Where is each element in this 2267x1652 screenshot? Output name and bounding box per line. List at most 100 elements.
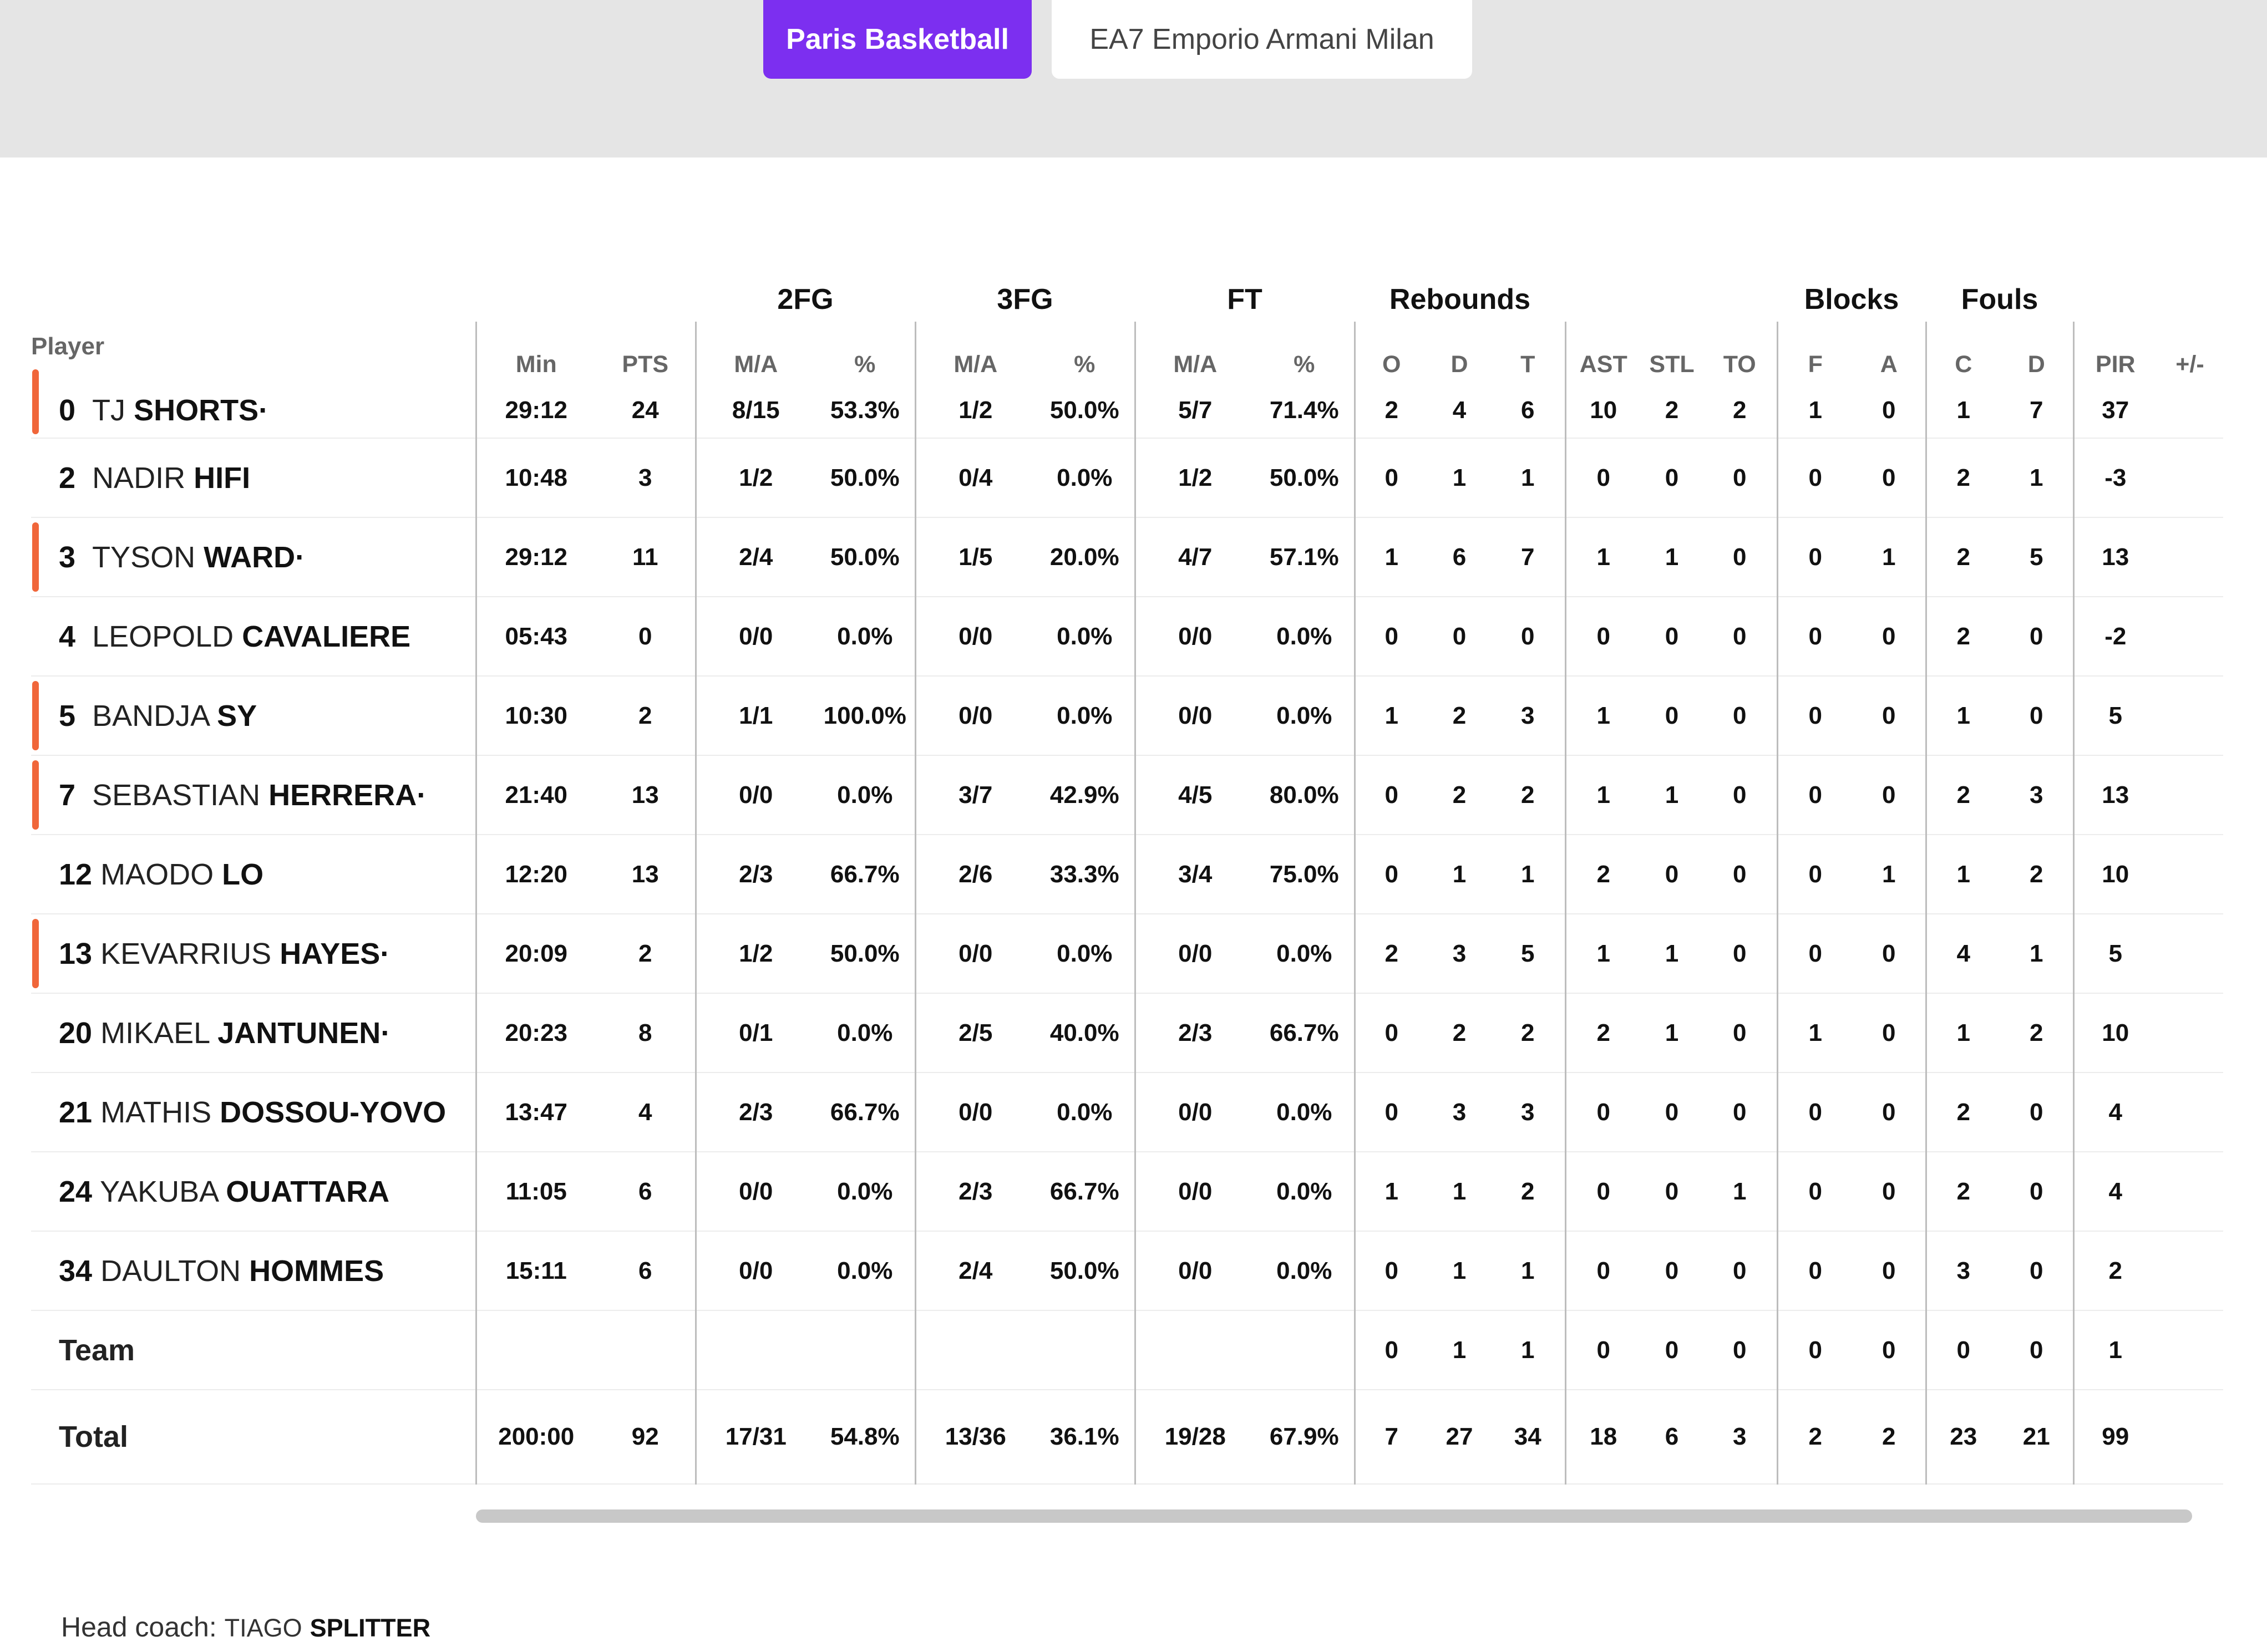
group-header-fouls: Fouls: [1961, 283, 2038, 316]
player-row: 20 MIKAEL JANTUNEN· 20:23 8 0/1 0.0% 2/5 40.0%…: [31, 993, 2223, 1073]
tab-paris-basketball[interactable]: Paris Basketball: [763, 0, 1032, 79]
cell-min: 10:30: [475, 676, 596, 756]
cell-plus-minus: [2157, 755, 2223, 835]
cell-3fg-ma: 2/4: [914, 1231, 1035, 1311]
cell-reb-o: 1: [1353, 1152, 1428, 1232]
cell-reb-o: 0: [1353, 597, 1428, 677]
cell-2fg-pct: 100.0%: [815, 676, 915, 756]
player-last-name: SHORTS·: [134, 393, 269, 427]
player-name-cell[interactable]: 21 MATHIS DOSSOU-YOVO: [31, 1072, 476, 1152]
cell-3fg-ma: 2/3: [914, 1152, 1035, 1232]
cell-fouls-d: 7: [2000, 383, 2073, 439]
cell-blk-f: 0: [1776, 914, 1853, 994]
cell-2fg-pct: 0.0%: [815, 1152, 915, 1232]
cell-to: 0: [1703, 597, 1777, 677]
cell-blk-a: 1: [1853, 835, 1926, 914]
player-last-name: CAVALIERE: [242, 619, 411, 653]
horizontal-scrollbar[interactable]: [476, 1509, 2192, 1523]
player-name-cell[interactable]: 12 MAODO LO: [31, 835, 476, 914]
player-name-cell[interactable]: 20 MIKAEL JANTUNEN·: [31, 993, 476, 1073]
cell-reb-t: 6: [1491, 383, 1565, 439]
player-number: 2: [59, 461, 76, 495]
cell-plus-minus: [2157, 1390, 2223, 1485]
player-last-name: HAYES·: [280, 937, 390, 970]
cell-blk-a: 0: [1853, 755, 1926, 835]
player-number: 24: [59, 1175, 93, 1208]
cell-pts: 6: [596, 1152, 696, 1232]
cell-fouls-d: 0: [2000, 1152, 2073, 1232]
cell-to: 0: [1703, 517, 1777, 597]
player-name-cell[interactable]: 24 YAKUBA OUATTARA: [31, 1152, 476, 1232]
group-header-ft: FT: [1227, 283, 1262, 316]
cell-blk-f: 0: [1776, 597, 1853, 677]
cell-pts: 92: [596, 1390, 696, 1485]
cell-fouls-d: 21: [2000, 1390, 2073, 1485]
cell-pir: 13: [2072, 755, 2157, 835]
cell-reb-t: 3: [1491, 676, 1565, 756]
cell-reb-t: 7: [1491, 517, 1565, 597]
col-header-2fg-ma: M/A: [694, 322, 815, 383]
cell-reb-t: 2: [1491, 1152, 1565, 1232]
player-last-name: HERRERA·: [268, 778, 427, 812]
cell-2fg-pct: 54.8%: [815, 1390, 915, 1485]
cell-blk-f: 1: [1776, 993, 1853, 1073]
cell-ast: 0: [1564, 1310, 1641, 1390]
cell-reb-o: 0: [1353, 438, 1428, 518]
player-name-cell[interactable]: 5 BANDJA SY: [31, 676, 476, 756]
tab-ea7-emporio-armani-milan[interactable]: EA7 Emporio Armani Milan: [1052, 0, 1472, 79]
cell-2fg-ma: 8/15: [694, 383, 815, 439]
cell-ast: 0: [1564, 597, 1641, 677]
cell-ast: 2: [1564, 835, 1641, 914]
group-header-3fg: 3FG: [997, 283, 1053, 316]
group-header-rebounds: Rebounds: [1389, 283, 1531, 316]
cell-min: 13:47: [475, 1072, 596, 1152]
player-name-cell[interactable]: 7 SEBASTIAN HERRERA·: [31, 755, 476, 835]
player-row: 7 SEBASTIAN HERRERA· 21:40 13 0/0 0.0% 3/7 42.…: [31, 755, 2223, 835]
cell-2fg-ma: 1/1: [694, 676, 815, 756]
cell-3fg-pct: 0.0%: [1035, 1072, 1135, 1152]
cell-2fg-ma: 2/3: [694, 835, 815, 914]
cell-fouls-c: 0: [1925, 1310, 2000, 1390]
cell-pts: 11: [596, 517, 696, 597]
cell-pts: 8: [596, 993, 696, 1073]
cell-2fg-ma: [694, 1310, 815, 1390]
player-name-cell[interactable]: 2 NADIR HIFI: [31, 438, 476, 518]
cell-pir: 10: [2072, 835, 2157, 914]
cell-2fg-ma: 0/0: [694, 597, 815, 677]
cell-blk-a: 0: [1853, 914, 1926, 994]
cell-ft-pct: 57.1%: [1255, 517, 1355, 597]
player-row: 4 LEOPOLD CAVALIERE 05:43 0 0/0 0.0% 0/0 0.0% 0…: [31, 597, 2223, 677]
player-number: 12: [59, 857, 93, 891]
cell-stl: 0: [1641, 835, 1703, 914]
cell-3fg-pct: 0.0%: [1035, 597, 1135, 677]
cell-blk-a: 0: [1853, 993, 1926, 1073]
cell-reb-o: 0: [1353, 993, 1428, 1073]
head-coach-last-name: SPLITTER: [310, 1614, 431, 1642]
cell-2fg-pct: [815, 1310, 915, 1390]
cell-to: 0: [1703, 1072, 1777, 1152]
cell-stl: 1: [1641, 993, 1703, 1073]
player-name-cell[interactable]: 3 TYSON WARD·: [31, 517, 476, 597]
col-header-fouls-d: D: [2027, 351, 2045, 378]
player-name-cell[interactable]: 13 KEVARRIUS HAYES·: [31, 914, 476, 994]
cell-3fg-ma: 2/6: [914, 835, 1035, 914]
cell-to: 0: [1703, 1310, 1777, 1390]
cell-pts: 2: [596, 676, 696, 756]
cell-stl: 2: [1641, 383, 1703, 439]
player-name-cell[interactable]: 0 TJ SHORTS·: [31, 369, 476, 439]
player-number: 0: [59, 393, 76, 427]
cell-fouls-d: 1: [2000, 438, 2073, 518]
cell-2fg-ma: 1/2: [694, 914, 815, 994]
player-name-cell[interactable]: 4 LEOPOLD CAVALIERE: [31, 597, 476, 677]
cell-pir: 5: [2072, 676, 2157, 756]
cell-3fg-ma: 2/5: [914, 993, 1035, 1073]
cell-reb-o: 0: [1353, 755, 1428, 835]
cell-ft-ma: 1/2: [1134, 438, 1255, 518]
cell-min: 15:11: [475, 1231, 596, 1311]
cell-reb-o: 0: [1353, 1231, 1428, 1311]
cell-2fg-pct: 0.0%: [815, 597, 915, 677]
cell-ast: 1: [1564, 914, 1641, 994]
cell-fouls-d: 0: [2000, 1310, 2073, 1390]
cell-3fg-pct: 33.3%: [1035, 835, 1135, 914]
player-name-cell[interactable]: 34 DAULTON HOMMES: [31, 1231, 476, 1311]
